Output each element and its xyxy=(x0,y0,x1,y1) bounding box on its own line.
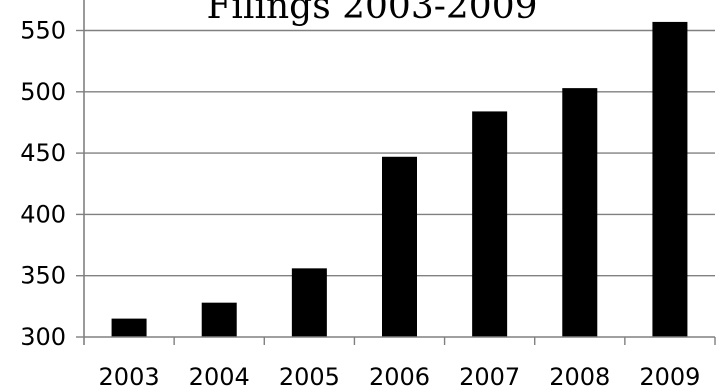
x-tick-label: 2006 xyxy=(369,363,430,391)
x-tick-label: 2003 xyxy=(99,363,160,391)
bar-2003 xyxy=(111,318,147,337)
chart-title: Filings 2003-2009 xyxy=(206,0,537,27)
x-tick-label: 2009 xyxy=(639,363,700,391)
bar-2008 xyxy=(562,88,598,337)
y-tick-labels: 300 350 400 450 500 550 xyxy=(20,17,66,352)
bar-2004 xyxy=(201,302,237,337)
gridlines xyxy=(76,29,715,338)
x-tick-label: 2007 xyxy=(459,363,520,391)
x-tick-label: 2004 xyxy=(189,363,250,391)
x-tick-label: 2008 xyxy=(549,363,610,391)
bar-2006 xyxy=(382,156,417,337)
y-tick-label: 500 xyxy=(20,78,66,106)
y-tick-label: 550 xyxy=(20,17,66,45)
bar-2009 xyxy=(652,21,688,337)
x-tick-labels: 2003 2004 2005 2006 2007 2008 2009 xyxy=(99,363,701,391)
y-tick-label: 350 xyxy=(20,262,66,290)
bar-2007 xyxy=(472,111,508,337)
x-tick-label: 2005 xyxy=(279,363,340,391)
bar-2005 xyxy=(291,268,327,337)
bars xyxy=(111,21,716,345)
y-tick-label: 300 xyxy=(20,323,66,351)
y-tick-label: 450 xyxy=(20,139,66,167)
y-tick-label: 400 xyxy=(20,200,66,228)
